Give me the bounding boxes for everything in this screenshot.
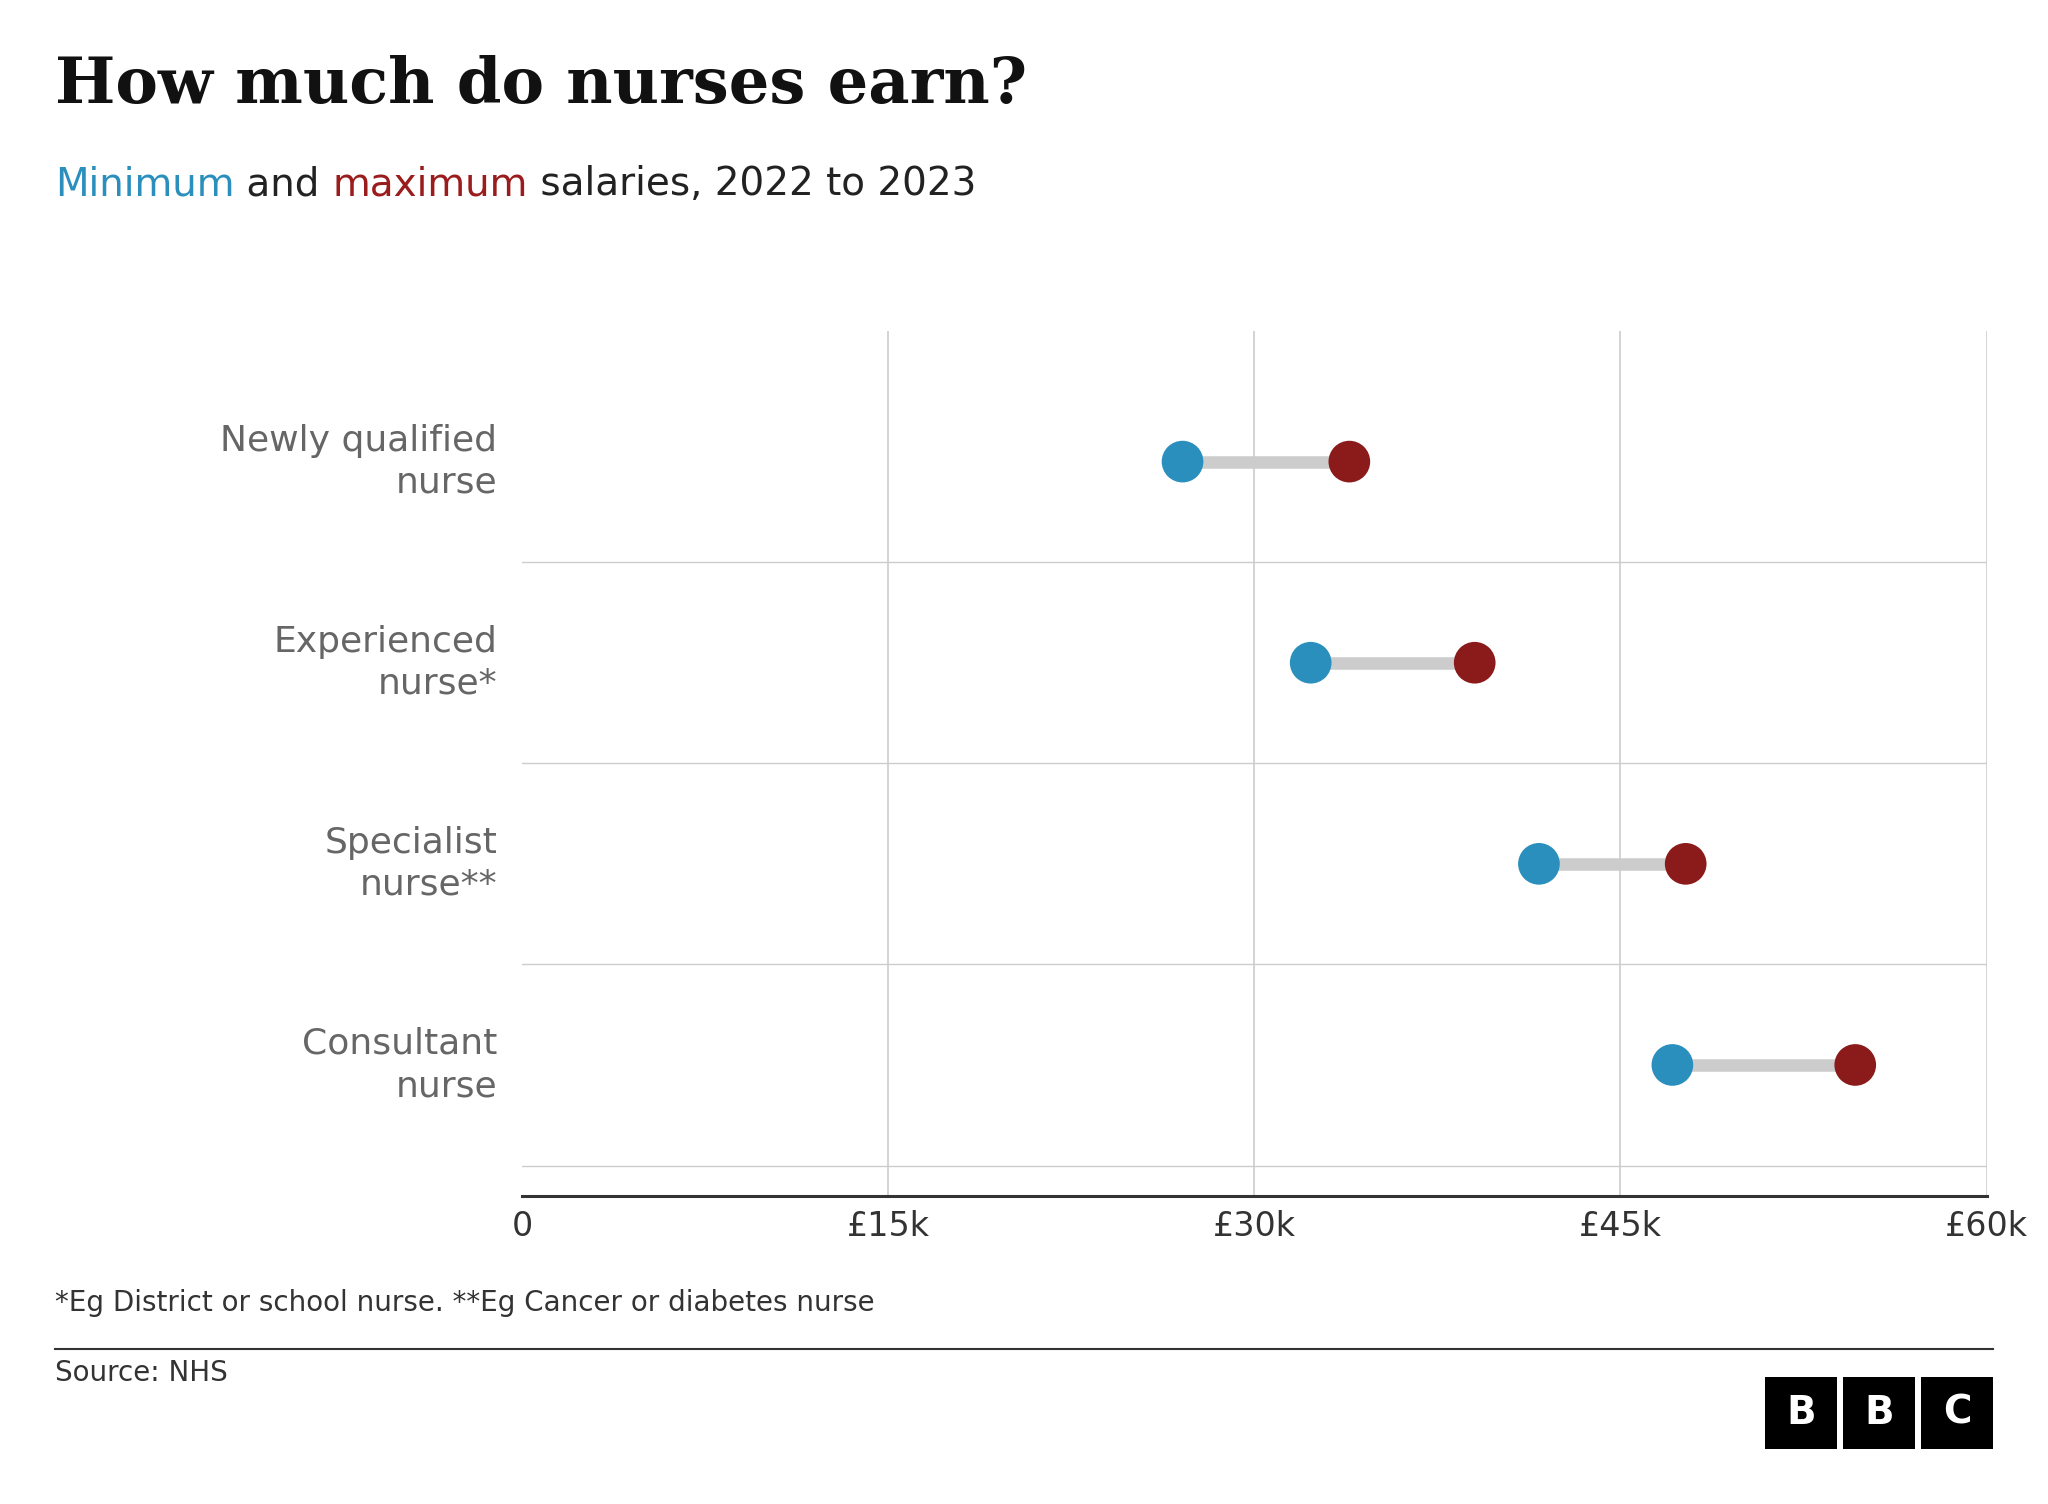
- Point: [1657, 1053, 1690, 1077]
- FancyBboxPatch shape: [1921, 1378, 1993, 1448]
- Text: *Eg District or school nurse. **Eg Cancer or diabetes nurse: *Eg District or school nurse. **Eg Cance…: [55, 1289, 874, 1318]
- Point: [1333, 450, 1366, 474]
- Point: [1165, 450, 1198, 474]
- Text: maximum: maximum: [332, 165, 528, 203]
- Text: B: B: [1864, 1394, 1894, 1432]
- Point: [1458, 651, 1491, 675]
- Point: [1839, 1053, 1872, 1077]
- Text: Minimum: Minimum: [55, 165, 236, 203]
- Point: [1522, 851, 1554, 875]
- Text: and: and: [236, 165, 332, 203]
- Text: Source: NHS: Source: NHS: [55, 1360, 227, 1387]
- Point: [1294, 651, 1327, 675]
- Text: How much do nurses earn?: How much do nurses earn?: [55, 56, 1028, 116]
- FancyBboxPatch shape: [1843, 1378, 1915, 1448]
- Text: B: B: [1786, 1394, 1817, 1432]
- FancyBboxPatch shape: [1765, 1378, 1837, 1448]
- Text: salaries, 2022 to 2023: salaries, 2022 to 2023: [528, 165, 977, 203]
- Point: [1669, 851, 1702, 875]
- Text: C: C: [1944, 1394, 1972, 1432]
